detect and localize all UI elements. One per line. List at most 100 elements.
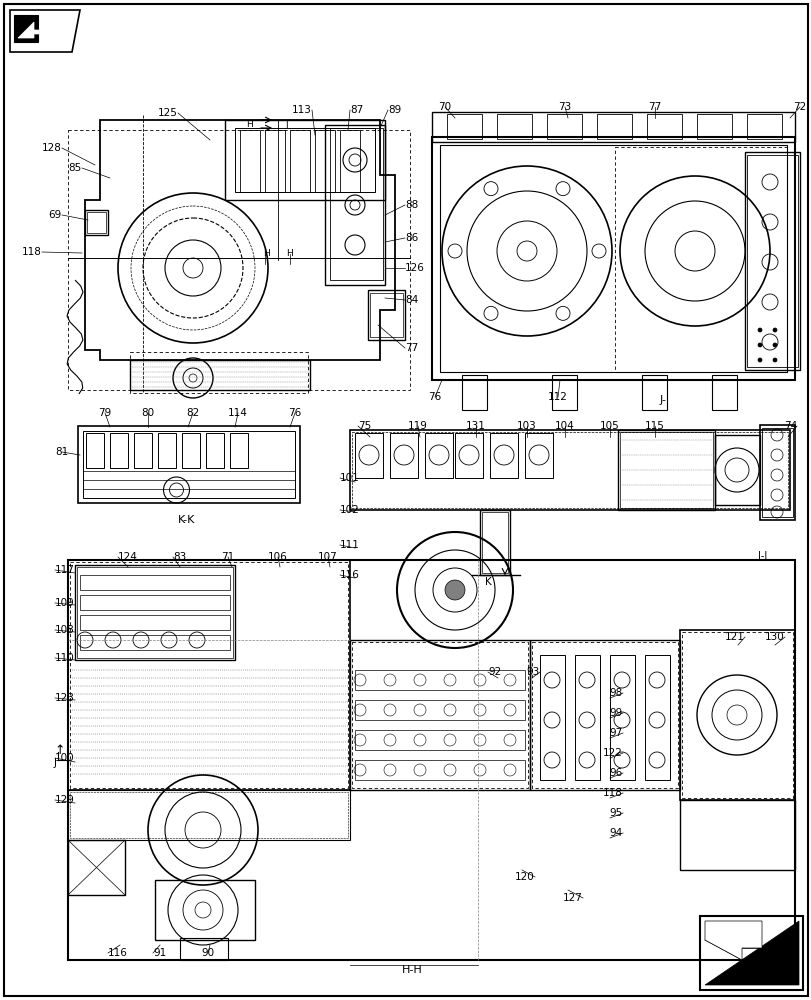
Text: H: H xyxy=(286,249,293,258)
Circle shape xyxy=(772,358,776,362)
Bar xyxy=(746,155,797,367)
Text: 106: 106 xyxy=(268,552,288,562)
Text: 107: 107 xyxy=(318,552,337,562)
Text: 115: 115 xyxy=(644,421,664,431)
Circle shape xyxy=(772,328,776,332)
Text: 114: 114 xyxy=(228,408,247,418)
Bar xyxy=(340,130,359,192)
Text: 126: 126 xyxy=(405,263,424,273)
Bar xyxy=(620,432,712,508)
Text: 131: 131 xyxy=(466,421,485,431)
Polygon shape xyxy=(704,921,798,985)
Bar xyxy=(315,130,335,192)
Text: 77: 77 xyxy=(647,102,661,112)
Text: 99: 99 xyxy=(609,708,622,718)
Bar xyxy=(547,114,581,139)
Text: 123: 123 xyxy=(55,693,75,703)
Text: 69: 69 xyxy=(49,210,62,220)
Bar xyxy=(440,145,786,372)
Bar xyxy=(489,433,517,478)
Bar xyxy=(530,640,679,790)
Bar xyxy=(68,790,350,840)
Text: 113: 113 xyxy=(292,105,311,115)
Text: 96: 96 xyxy=(609,768,622,778)
Text: 130: 130 xyxy=(764,632,784,642)
Bar xyxy=(234,128,375,192)
Text: 77: 77 xyxy=(405,343,418,353)
Bar xyxy=(350,640,530,790)
Text: 111: 111 xyxy=(340,540,359,550)
Bar xyxy=(446,114,482,139)
Bar xyxy=(370,293,402,337)
Text: 101: 101 xyxy=(340,473,359,483)
Text: 70: 70 xyxy=(438,102,451,112)
Text: 125: 125 xyxy=(158,108,178,118)
Bar xyxy=(696,114,731,139)
Bar xyxy=(714,435,759,505)
Bar xyxy=(431,137,794,380)
Bar xyxy=(77,567,233,658)
Text: 72: 72 xyxy=(792,102,805,112)
Circle shape xyxy=(757,343,761,347)
Text: 81: 81 xyxy=(55,447,69,457)
Text: 79: 79 xyxy=(98,408,111,418)
Bar xyxy=(551,375,577,410)
Bar xyxy=(354,760,525,780)
Bar xyxy=(158,433,176,468)
Bar xyxy=(354,433,383,478)
Bar xyxy=(109,433,128,468)
Bar xyxy=(206,433,224,468)
Bar xyxy=(70,562,348,788)
Bar xyxy=(350,430,789,510)
Text: 76: 76 xyxy=(428,392,441,402)
Bar xyxy=(68,560,794,960)
Bar xyxy=(642,375,666,410)
Bar xyxy=(482,512,508,573)
Text: I: I xyxy=(285,121,287,130)
Bar xyxy=(614,147,786,372)
Text: H: H xyxy=(246,120,253,129)
Text: 92: 92 xyxy=(487,667,500,677)
Bar xyxy=(182,433,200,468)
Bar xyxy=(225,120,384,200)
Bar xyxy=(454,433,483,478)
Bar xyxy=(351,432,787,508)
Text: H: H xyxy=(264,249,270,258)
Text: 127: 127 xyxy=(563,893,582,903)
Bar xyxy=(596,114,631,139)
Polygon shape xyxy=(14,15,38,42)
Text: 89: 89 xyxy=(388,105,401,115)
Text: 128: 128 xyxy=(42,143,62,153)
Bar xyxy=(539,655,564,780)
Text: 120: 120 xyxy=(515,872,534,882)
Bar xyxy=(617,430,714,510)
Bar xyxy=(744,152,799,370)
Text: 104: 104 xyxy=(555,421,574,431)
Text: 109: 109 xyxy=(55,598,75,608)
Circle shape xyxy=(444,580,465,600)
Text: 71: 71 xyxy=(221,552,234,562)
Text: J-: J- xyxy=(659,395,666,405)
Text: 95: 95 xyxy=(609,808,622,818)
Bar xyxy=(70,792,348,838)
Bar xyxy=(230,433,247,468)
Text: 122: 122 xyxy=(603,748,622,758)
Bar xyxy=(354,670,525,690)
Bar xyxy=(646,114,681,139)
Bar xyxy=(609,655,634,780)
Text: 93: 93 xyxy=(526,667,539,677)
Bar xyxy=(479,510,509,575)
Bar xyxy=(180,938,228,960)
Text: K: K xyxy=(484,577,491,587)
Text: 121: 121 xyxy=(724,632,744,642)
Polygon shape xyxy=(704,921,761,960)
Text: 84: 84 xyxy=(405,295,418,305)
Bar xyxy=(679,800,794,870)
Text: 116: 116 xyxy=(340,570,359,580)
Bar xyxy=(761,428,792,517)
Bar xyxy=(68,840,125,895)
Bar xyxy=(80,635,230,650)
Circle shape xyxy=(757,328,761,332)
Bar xyxy=(389,433,418,478)
Text: 112: 112 xyxy=(547,392,567,402)
